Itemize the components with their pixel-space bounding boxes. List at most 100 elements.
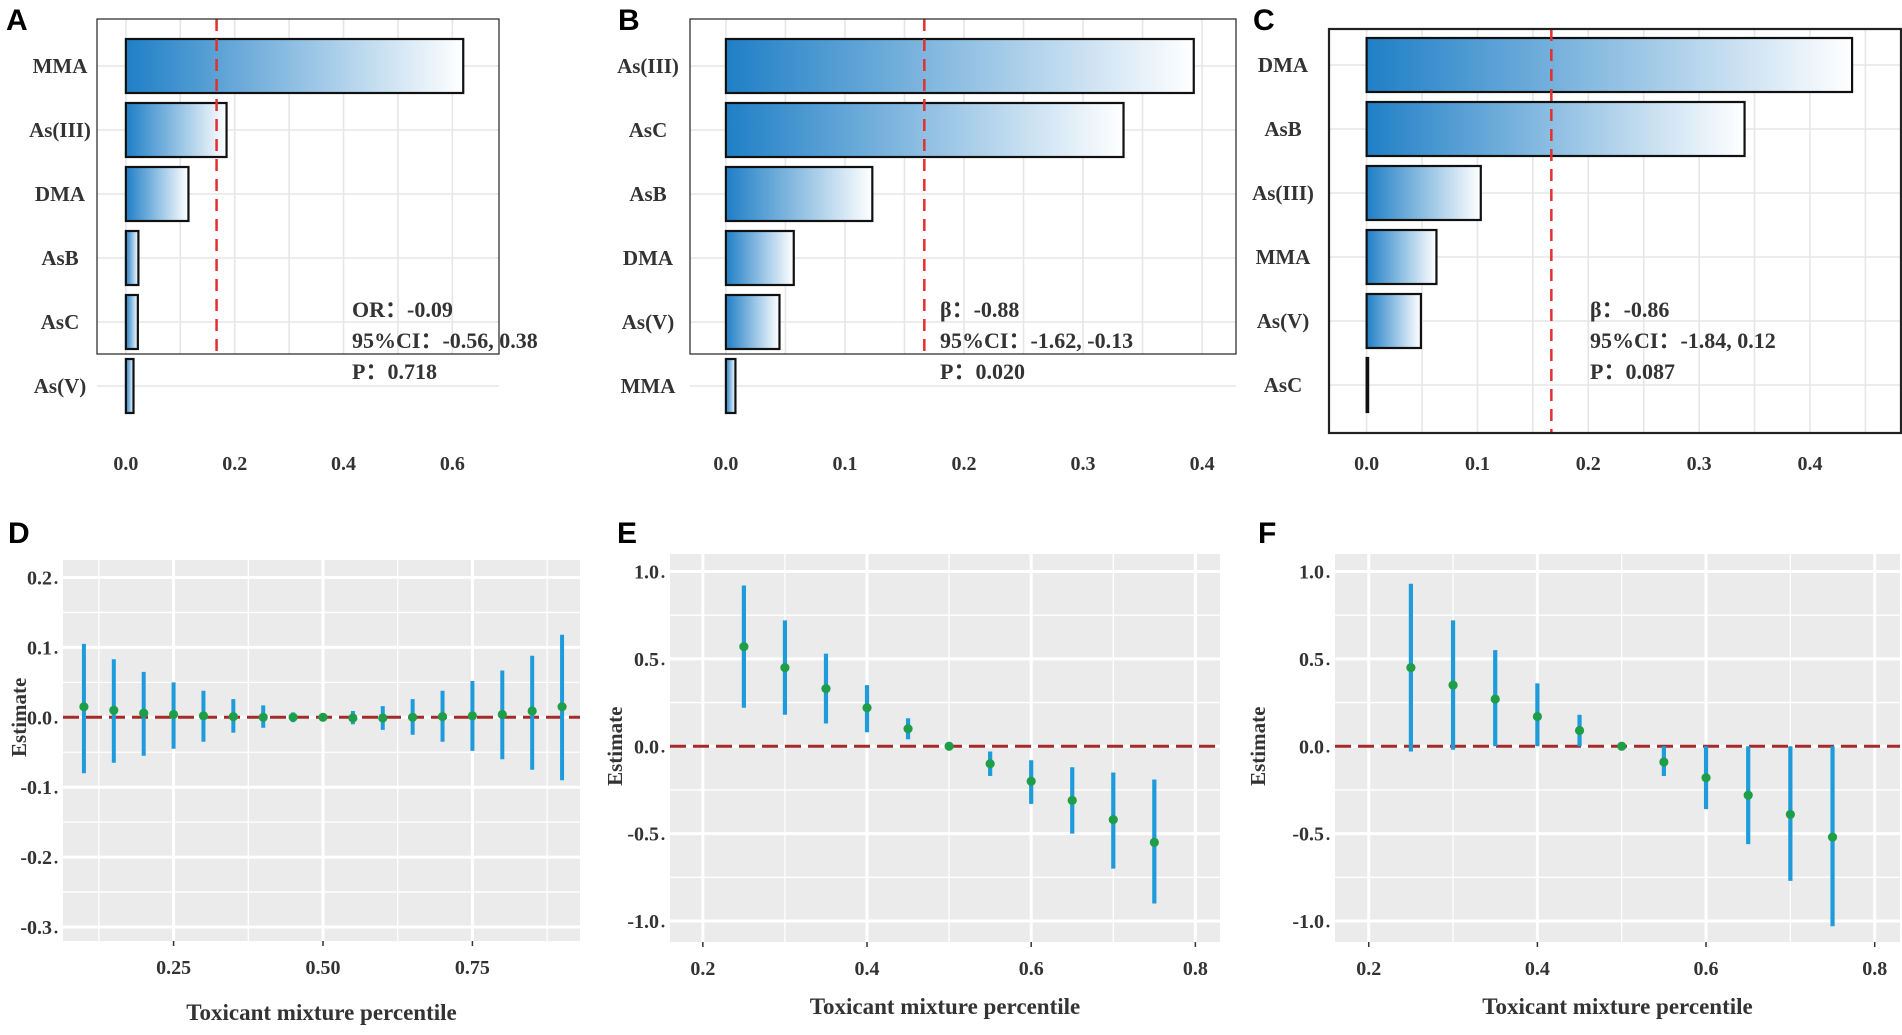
estimate-point [1659,757,1669,767]
x-tick-label: 0.4 [855,958,880,980]
category-label-mma: MMA [1256,245,1312,269]
y-tick-label: 0.0 [634,736,659,758]
category-label-mma: MMA [621,374,677,398]
y-tick-mark [661,924,665,928]
category-label-asc: AsC [41,310,80,334]
category-label-as-iii: As(III) [1252,181,1314,205]
stat-annotation: 95%CI：-0.56, 0.38 [352,328,538,353]
stat-annotation: β：-0.88 [940,297,1019,322]
x-tick-label: 0.25 [156,957,191,979]
category-label-dma: DMA [1258,53,1309,77]
stat-annotation: 95%CI：-1.62, -0.13 [940,328,1133,353]
y-tick-mark [661,837,665,841]
estimate-point [1067,795,1077,806]
estimate-point [862,703,872,713]
x-tick-label: 0.1 [832,453,857,475]
category-label-as-iii: As(III) [617,54,679,78]
estimate-point [139,708,149,718]
y-tick-label: 1.0 [634,561,659,583]
y-tick-mark [1326,924,1330,928]
estimate-point [1108,815,1118,825]
estimate-point [903,724,913,734]
x-tick-label: 0.4 [331,453,356,475]
y-tick-mark [661,662,665,666]
estimate-point [378,713,388,723]
y-tick-label: -0.2 [20,847,52,869]
y-axis-title: Estimate [7,678,31,757]
category-label-dma: DMA [35,182,86,206]
x-tick-label: 0.0 [113,453,138,475]
bar-asc [124,293,139,351]
x-tick-label: 0.3 [1071,453,1096,475]
estimate-point [1743,790,1753,800]
y-tick-mark [54,650,58,654]
y-axis-title: Estimate [1246,707,1270,786]
bar-mma [1365,228,1438,286]
y-tick-mark [54,930,58,934]
bar-as-iii [724,37,1195,95]
x-tick-label: 0.2 [1356,958,1381,980]
category-label-asb: AsB [1264,117,1301,141]
category-label-asc: AsC [629,118,668,142]
estimate-point [318,712,328,722]
y-tick-label: -0.3 [20,917,52,939]
estimate-point [1574,725,1585,736]
estimate-point [1026,776,1036,786]
y-tick-mark [54,790,58,794]
panel-b: B As(III) AsC AsB DMA As(V) MMA β：-0.88 95%CI：-1… [617,4,1237,475]
bar-mma [724,357,737,415]
estimate-point [780,663,790,673]
y-tick-label: 0.5 [1299,649,1324,671]
y-tick-label: -0.1 [20,777,52,799]
category-label-mma: MMA [33,54,89,78]
y-tick-mark [661,575,665,578]
bar-asb [1365,100,1746,158]
estimate-point [1149,837,1159,847]
x-tick-label: 0.0 [713,453,738,475]
stat-annotation: P：0.020 [940,359,1025,384]
x-tick-label: 0.75 [455,957,490,979]
stat-annotation: 95%CI：-1.84, 0.12 [1590,328,1776,353]
x-tick-label: 0.50 [305,957,340,979]
bar-dma [1365,36,1854,94]
y-tick-label: 0.1 [27,637,52,659]
estimate-point [1448,680,1458,690]
bar-as-iii [1365,164,1482,222]
estimate-point [739,642,749,652]
estimate-point [1827,832,1838,842]
panel-d: D 0.2 0.1 0.0 -0.1 -0.2 -0.3 0.25 0.50 0.75 Toxica… [7,517,580,1025]
panel-label-f: F [1258,517,1276,550]
panel-label-e: E [617,517,637,550]
estimate-point [985,759,995,769]
x-tick-label: 0.4 [1190,453,1215,475]
bar-dma [124,165,190,223]
category-label-as-v: As(V) [34,374,87,398]
x-tick-label: 0.8 [1183,958,1208,980]
y-tick-label: -0.5 [1292,824,1324,846]
estimate-point [109,705,119,715]
x-tick-label: 0.2 [222,453,247,475]
bar-asb [724,165,874,223]
stat-annotation: β：-0.86 [1590,297,1669,322]
x-tick-label: 0.2 [690,958,715,980]
estimate-point [944,741,954,751]
x-tick-label: 0.6 [1019,958,1044,980]
plot-frame [96,18,500,355]
x-tick-label: 0.3 [1687,453,1712,475]
y-tick-label: 0.2 [27,567,52,589]
x-axis-title: Toxicant mixture percentile [1482,994,1752,1019]
bar-asc [1365,356,1370,414]
x-tick-label: 0.8 [1862,958,1887,980]
x-axis-title: Toxicant mixture percentile [186,1000,456,1025]
x-tick-label: 0.0 [1354,453,1379,475]
y-tick-mark [661,749,665,753]
estimate-point [1532,711,1542,722]
y-tick-mark [54,720,58,724]
y-tick-mark [54,860,58,864]
bar-as-v [1365,292,1423,350]
y-tick-mark [1326,575,1330,578]
stat-annotation: OR：-0.09 [352,297,453,322]
bar-as-v [124,357,135,415]
x-tick-label: 0.2 [1576,453,1601,475]
